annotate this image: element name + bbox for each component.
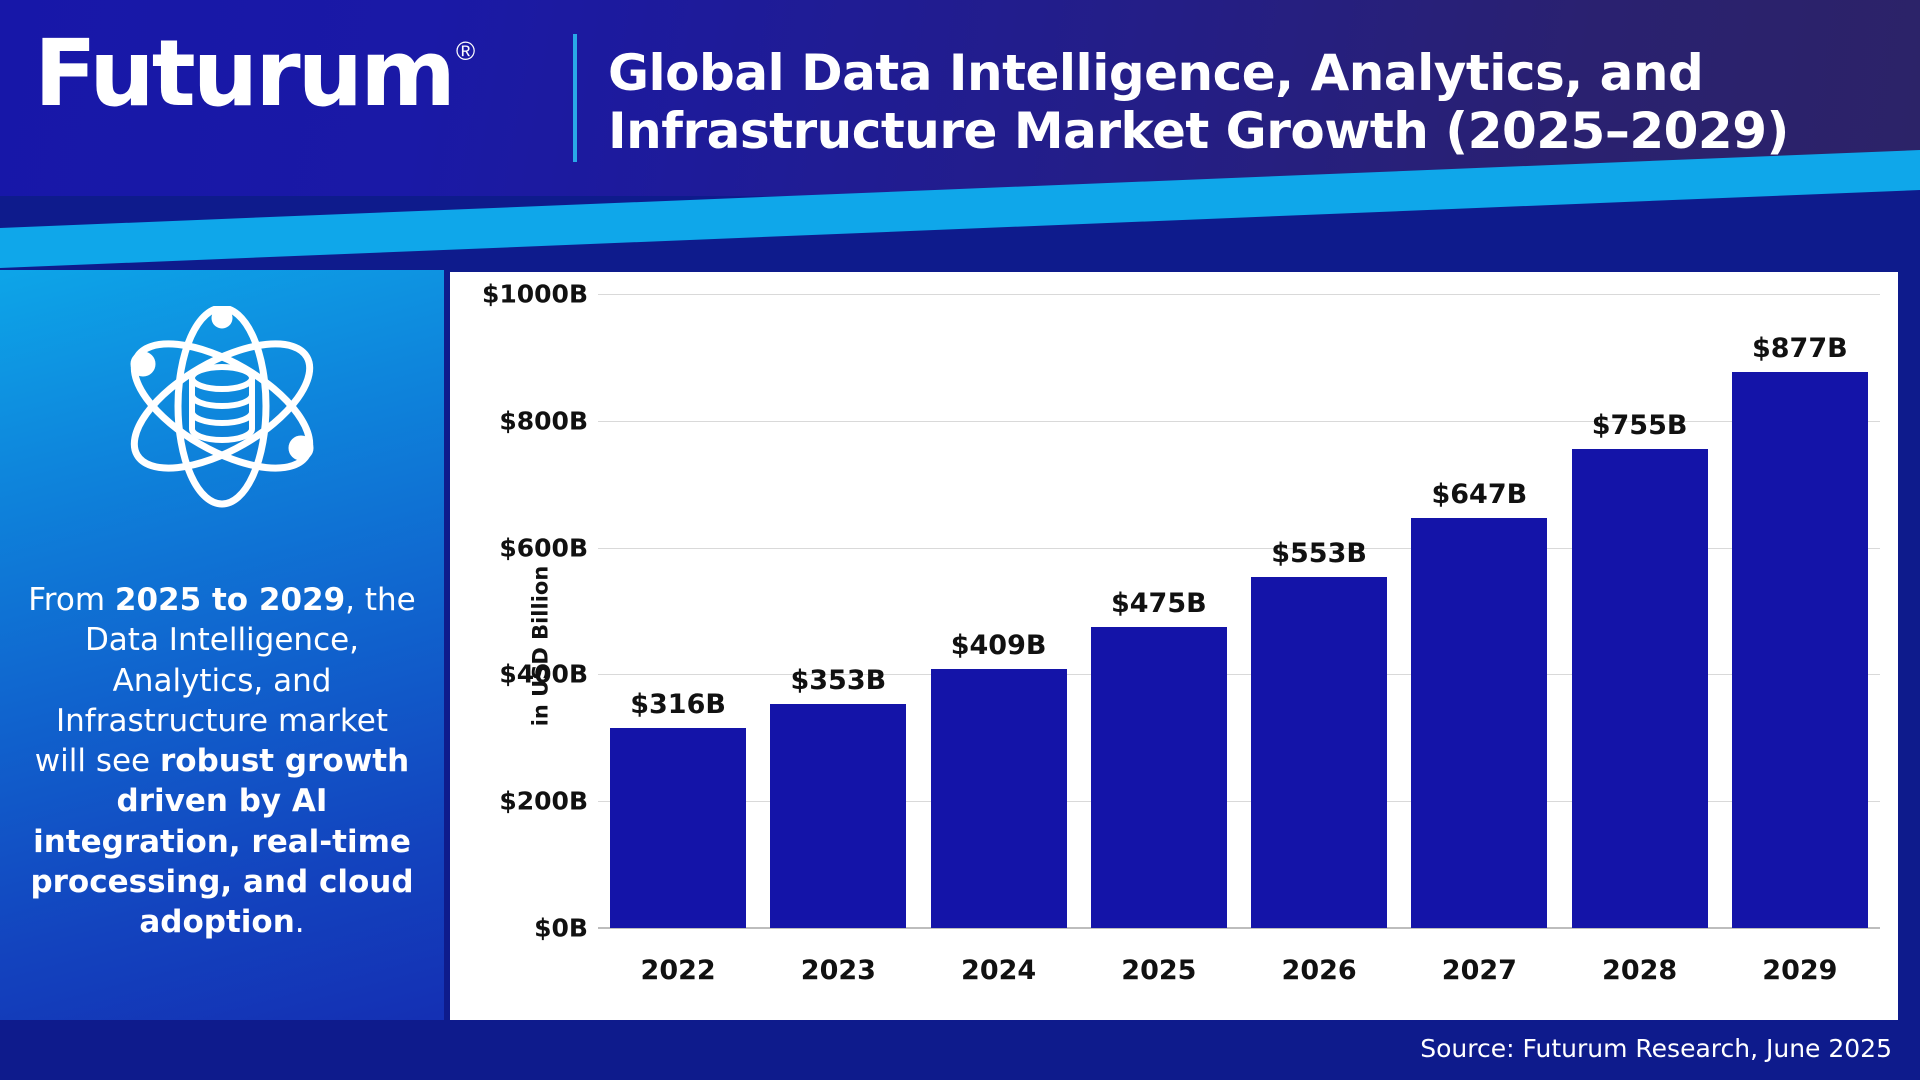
sidebar-text-bold-years: 2025 to 2029 bbox=[114, 582, 346, 618]
sidebar-text-suffix: . bbox=[294, 904, 305, 941]
bar-column[interactable]: $877B bbox=[1731, 294, 1868, 928]
bar-column[interactable]: $475B bbox=[1090, 294, 1227, 928]
page-title: Global Data Intelligence, Analytics, and… bbox=[608, 44, 1898, 160]
x-axis-label-2028: 2028 bbox=[1602, 954, 1678, 986]
page-title-line-2: Infrastructure Market Growth (2025–2029) bbox=[608, 102, 1789, 160]
bar-chart: in USD Billion $0B $200B $400B $600B $800B $1… bbox=[450, 272, 1898, 1020]
atom-database-icon bbox=[112, 304, 332, 516]
gridline bbox=[598, 801, 1880, 803]
bar-2023[interactable] bbox=[770, 704, 907, 928]
sidebar-description: From 2025 to 2029, the Data Intelligence… bbox=[22, 580, 422, 943]
bar-2024[interactable] bbox=[930, 668, 1067, 928]
bar-column[interactable]: $647B bbox=[1411, 294, 1548, 928]
bar-value-label: $353B bbox=[790, 665, 887, 697]
sidebar-panel: From 2025 to 2029, the Data Intelligence… bbox=[0, 270, 444, 1080]
bar-column[interactable]: $553B bbox=[1251, 294, 1388, 928]
plot-area: $316B $353B $409B $475B $553B $647B $755B $877B bbox=[598, 294, 1880, 928]
bar-2028[interactable] bbox=[1571, 449, 1708, 928]
y-axis-tick-label: $1000B bbox=[481, 279, 588, 309]
header-banner: Futurum ® Global Data Intelligence, Anal… bbox=[0, 0, 1920, 196]
bar-value-label: $316B bbox=[630, 688, 726, 720]
bar-value-label: $553B bbox=[1271, 538, 1367, 570]
bar-value-label: $647B bbox=[1431, 478, 1528, 510]
bar-column[interactable]: $316B bbox=[610, 294, 747, 928]
gridline bbox=[598, 547, 1880, 549]
sidebar-text-prefix: From bbox=[28, 582, 115, 618]
chart-card: in USD Billion $0B $200B $400B $600B $800B $1… bbox=[450, 272, 1898, 1020]
y-axis-tick-label: $800B bbox=[499, 406, 588, 436]
x-axis-label-2024: 2024 bbox=[961, 954, 1037, 986]
x-axis-label-2026: 2026 bbox=[1281, 954, 1357, 986]
bar-column[interactable]: $409B bbox=[930, 294, 1067, 928]
bar-2026[interactable] bbox=[1251, 577, 1388, 928]
x-axis-label-2023: 2023 bbox=[800, 954, 876, 986]
logo-wordmark: Futurum bbox=[34, 20, 456, 127]
x-axis-label-2029: 2029 bbox=[1762, 954, 1838, 986]
footer-bar: Source: Futurum Research, June 2025 bbox=[0, 1020, 1920, 1080]
gridline bbox=[598, 674, 1880, 676]
bar-2025[interactable] bbox=[1090, 626, 1227, 928]
sidebar-text-middle: , the Data Intelligence, Analytics, and … bbox=[34, 582, 416, 780]
source-note: Source: Futurum Research, June 2025 bbox=[1420, 1034, 1892, 1063]
title-divider bbox=[573, 34, 577, 162]
x-axis-baseline bbox=[598, 927, 1880, 929]
bar-value-label: $877B bbox=[1751, 332, 1848, 364]
x-axis-labels: 2022 2023 2024 2025 2026 2027 2028 2029 bbox=[598, 950, 1880, 990]
bar-column[interactable]: $353B bbox=[770, 294, 907, 928]
sidebar-text-bold-drivers: robust growth driven by AI integration, … bbox=[30, 743, 414, 941]
x-axis-label-2025: 2025 bbox=[1121, 954, 1197, 986]
bar-2022[interactable] bbox=[610, 727, 747, 928]
bar-column[interactable]: $755B bbox=[1571, 294, 1708, 928]
bar-value-label: $409B bbox=[950, 629, 1047, 661]
page-title-line-1: Global Data Intelligence, Analytics, and bbox=[608, 44, 1704, 102]
y-axis-label: in USD Billion bbox=[528, 565, 553, 727]
gridline bbox=[598, 294, 1880, 295]
bar-series: $316B $353B $409B $475B $553B $647B $755B $877B bbox=[598, 294, 1880, 928]
registered-trademark-icon: ® bbox=[455, 36, 476, 66]
bar-value-label: $475B bbox=[1110, 587, 1207, 619]
bar-2029[interactable] bbox=[1731, 371, 1868, 928]
futurum-logo: Futurum ® bbox=[34, 28, 475, 120]
y-axis-tick-label: $0B bbox=[534, 913, 588, 943]
gridline bbox=[598, 420, 1880, 422]
x-axis-label-2022: 2022 bbox=[640, 954, 716, 986]
bar-2027[interactable] bbox=[1411, 517, 1548, 928]
bar-value-label: $755B bbox=[1591, 410, 1688, 442]
y-axis-tick-label: $400B bbox=[499, 659, 588, 689]
y-axis-tick-label: $200B bbox=[499, 786, 588, 816]
x-axis-label-2027: 2027 bbox=[1441, 954, 1517, 986]
y-axis-tick-label: $600B bbox=[499, 533, 588, 563]
